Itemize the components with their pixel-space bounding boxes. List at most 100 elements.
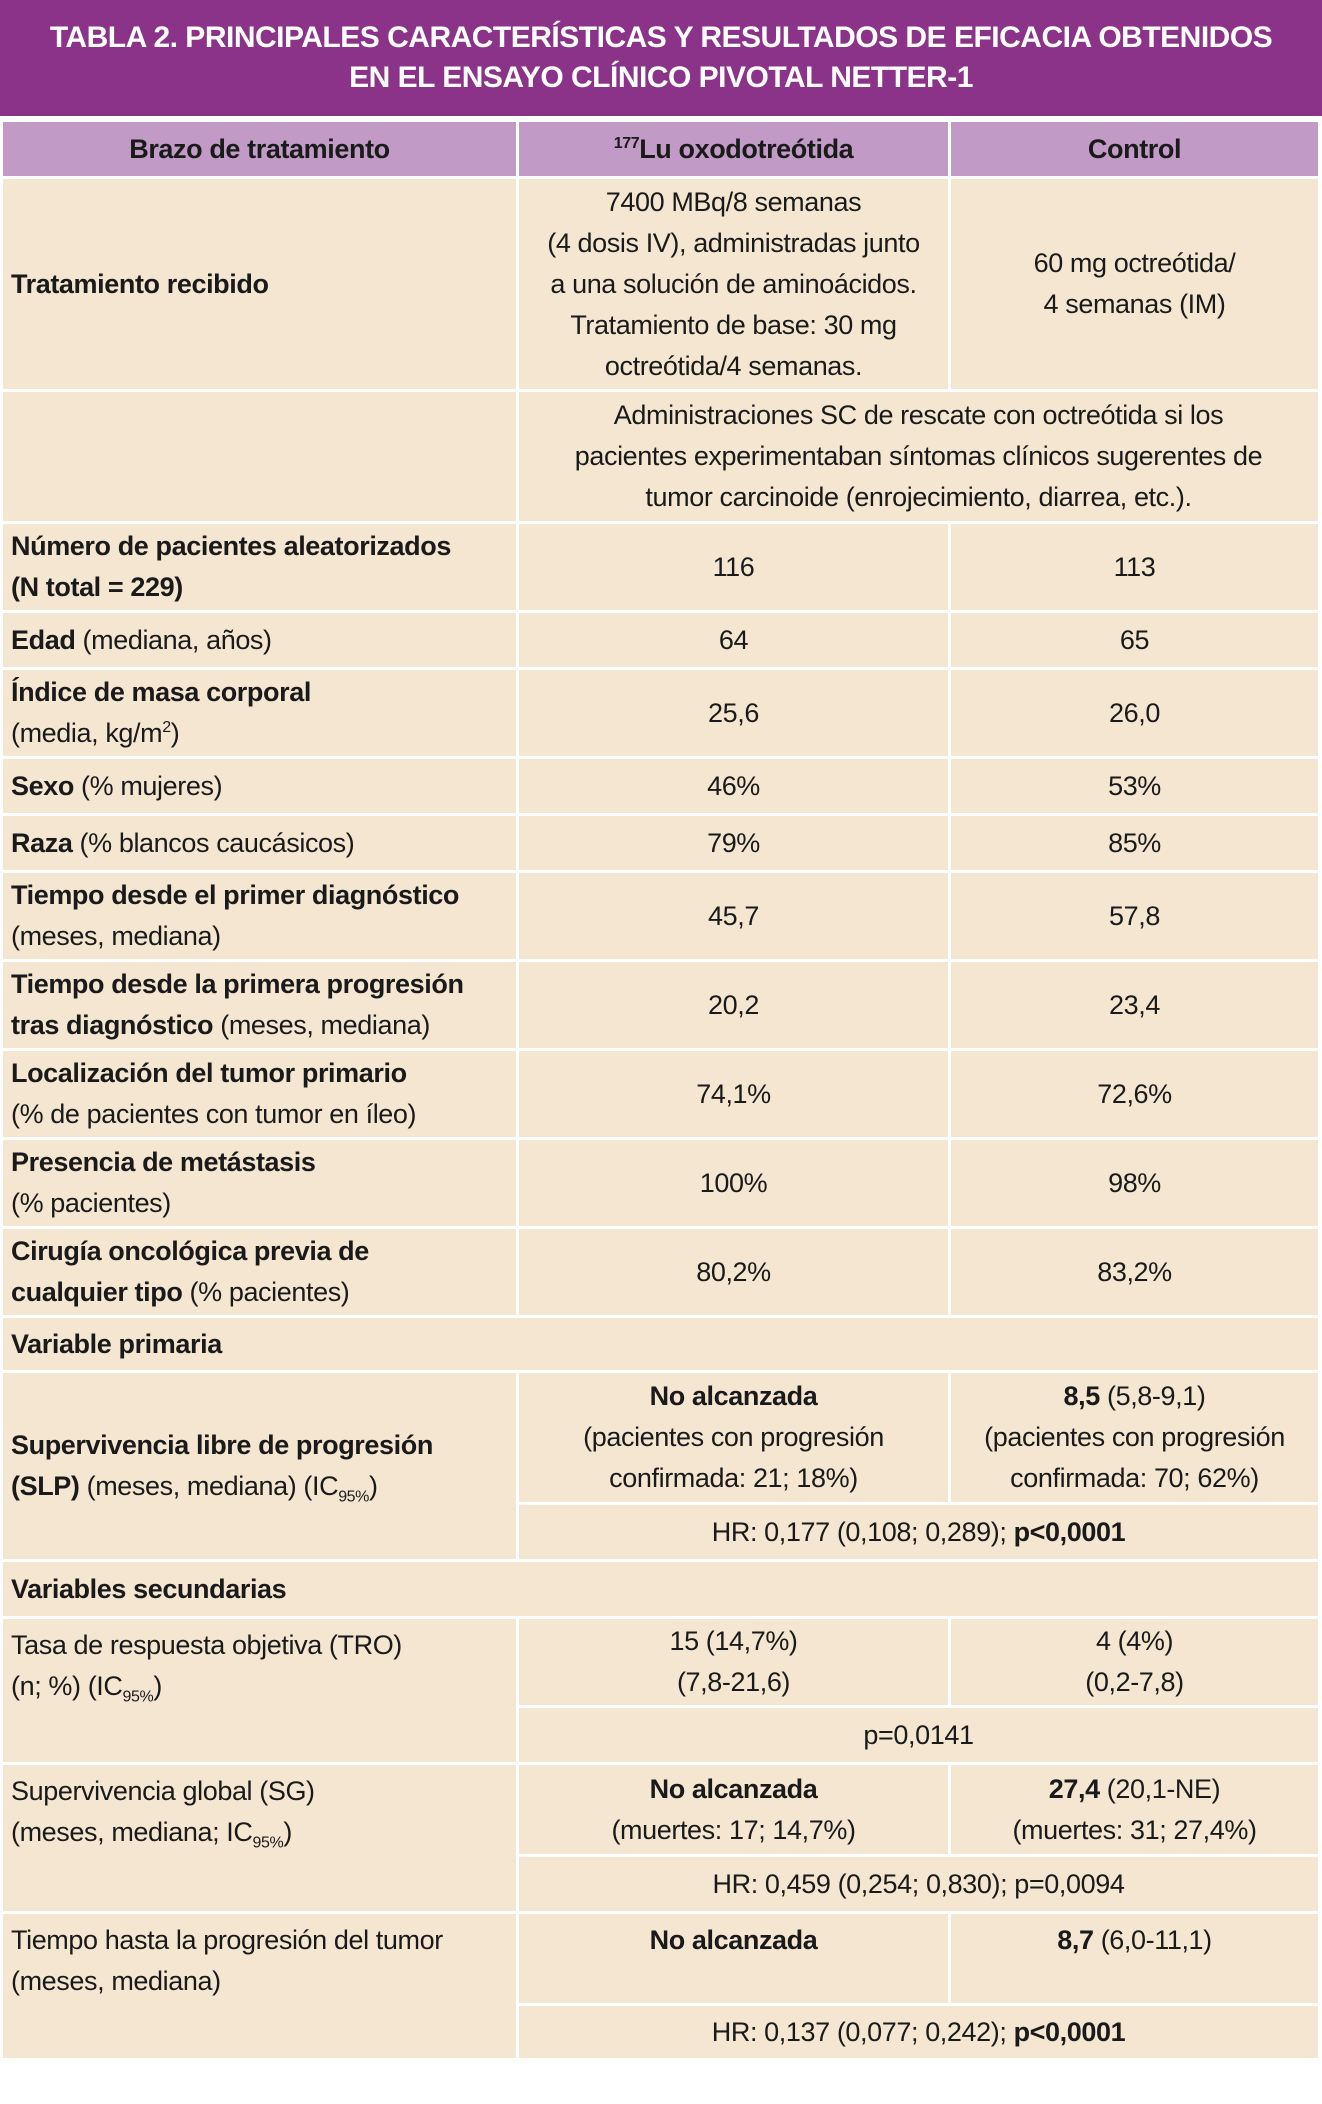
cell-text: Localización del tumor primario — [11, 1058, 407, 1088]
merged-value: p=0,0141 — [516, 1705, 1321, 1765]
cell-text: Tiempo hasta la progresión del tumor (me… — [11, 1925, 443, 1996]
cell-text: Lu oxodotreótida — [639, 133, 854, 164]
cell-text: 98% — [1108, 1167, 1161, 1198]
cell-text: 60 mg octreótida/ 4 semanas (IM) — [1033, 248, 1236, 319]
table-row: Localización del tumor primario (% de pa… — [0, 1048, 1321, 1140]
section-label: Variable primaria — [0, 1315, 1321, 1373]
control-value: 27,4 (20,1-NE) (muertes: 31; 27,4%) — [948, 1762, 1321, 1857]
table-row: Supervivencia global (SG) (meses, median… — [0, 1762, 1321, 1914]
cell-text: 23,4 — [1109, 989, 1160, 1020]
cell-text: (muertes: 17; 14,7%) — [611, 1814, 856, 1845]
lutetium-value: 46% — [516, 756, 951, 816]
cell-text: 95% — [252, 1834, 284, 1852]
cell-text: (pacientes con progresión confirmada: 21… — [583, 1422, 884, 1493]
control-value: 26,0 — [948, 667, 1321, 759]
cell-text: ) — [283, 1817, 292, 1847]
cell-text: ) — [153, 1671, 162, 1701]
control-value: 8,7 (6,0-11,1) — [948, 1911, 1321, 2006]
cell-text: 53% — [1108, 770, 1161, 801]
table-title: TABLA 2. PRINCIPALES CARACTERÍSTICAS Y R… — [0, 0, 1322, 116]
row-label: Presencia de metástasis (% pacientes) — [0, 1137, 519, 1229]
cell-text: (meses, mediana) — [11, 921, 221, 951]
header-row: Brazo de tratamiento 177Lu oxodotreótida C… — [0, 119, 1321, 179]
cell-text: 113 — [1113, 551, 1156, 582]
row-label: Tiempo hasta la progresión del tumor (me… — [0, 1911, 519, 2061]
cell-text: Número de pacientes aleatorizados (N tot… — [11, 531, 451, 602]
cell-text: 20,2 — [708, 989, 759, 1020]
table-row: Sexo (% mujeres) 46% 53% — [0, 756, 1321, 816]
cell-text: (% blancos caucásicos) — [72, 827, 355, 858]
control-value: 65 — [948, 610, 1321, 670]
cell-text: 15 (14,7%) (7,8-21,6) — [669, 1626, 798, 1697]
row-label: Sexo (% mujeres) — [0, 756, 519, 816]
cell-text: Raza — [11, 827, 73, 858]
table-row: Variables secundarias — [0, 1559, 1321, 1619]
table-row: Índice de masa corporal (media, kg/m2) 25… — [0, 667, 1321, 759]
control-value: 4 (4%) (0,2-7,8) — [948, 1616, 1321, 1708]
table-row: p=0,0141 — [2, 1705, 1321, 1765]
cell-text: 8,5 — [1063, 1381, 1101, 1411]
table-row: Administraciones SC de rescate con octre… — [0, 389, 1321, 524]
header-control: Control — [948, 119, 1321, 179]
table-row: Tasa de respuesta objetiva (TRO) (n; %) … — [0, 1616, 1321, 1765]
cell-text: Variables secundarias — [11, 1573, 287, 1604]
table-row: Presencia de metástasis (% pacientes) 100… — [0, 1137, 1321, 1229]
cell-text: Supervivencia global (SG) (meses, median… — [11, 1776, 315, 1847]
lutetium-value: 45,7 — [516, 870, 951, 962]
row-label: Número de pacientes aleatorizados (N tot… — [0, 521, 519, 613]
row-label: Cirugía oncológica previa de cualquier t… — [0, 1226, 519, 1318]
cell-text: ) — [369, 1471, 378, 1501]
row-label: Tasa de respuesta objetiva (TRO) (n; %) … — [0, 1616, 519, 1765]
cell-text: Cirugía oncológica previa de cualquier t… — [11, 1236, 369, 1307]
cell-text: Edad — [11, 624, 76, 655]
lutetium-value: 7400 MBq/8 semanas (4 dosis IV), adminis… — [516, 176, 951, 392]
table-row: Variable primaria — [0, 1315, 1321, 1373]
cell-text: Supervivencia libre de progresión (SLP) — [11, 1430, 433, 1501]
cell-text: p<0,0001 — [1013, 2016, 1126, 2047]
cell-text: Brazo de tratamiento — [129, 133, 390, 164]
control-value: 60 mg octreótida/ 4 semanas (IM) — [948, 176, 1321, 392]
cell-text: (20,1-NE) (muertes: 31; 27,4%) — [1012, 1773, 1257, 1845]
cell-text: (media, kg/m — [11, 718, 163, 748]
row-label: Supervivencia libre de progresión (SLP) … — [0, 1370, 519, 1562]
cell-text: (% pacientes) — [182, 1277, 350, 1307]
cell-text: HR: 0,459 (0,254; 0,830); p=0,0094 — [712, 1868, 1125, 1899]
table-row: Tiempo desde la primera progresión tras … — [0, 959, 1321, 1051]
cell-text: 95% — [338, 1488, 370, 1506]
cell-text: No alcanzada — [649, 1773, 818, 1804]
netter-1-table: Brazo de tratamiento 177Lu oxodotreótida C… — [0, 119, 1321, 2061]
cell-text: (% mujeres) — [73, 770, 223, 801]
cell-text: (mediana, años) — [75, 624, 273, 655]
cell-text: (% de pacientes con tumor en íleo) — [11, 1099, 417, 1129]
cell-text: 2 — [162, 719, 171, 736]
row-label: Supervivencia global (SG) (meses, median… — [0, 1762, 519, 1914]
cell-text: 45,7 — [708, 900, 759, 931]
cell-text: (5,8-9,1) (pacientes con progresión conf… — [984, 1381, 1285, 1493]
cell-text: Tiempo desde la primera progresión tras … — [11, 969, 464, 1040]
cell-text: 64 — [718, 624, 749, 655]
cell-text: 26,0 — [1109, 697, 1160, 728]
control-value: 72,6% — [948, 1048, 1321, 1140]
cell-text: 25,6 — [708, 697, 759, 728]
cell-text: 95% — [122, 1688, 154, 1706]
merged-value: HR: 0,177 (0,108; 0,289); p<0,0001 — [516, 1502, 1321, 1562]
table-row: Tiempo hasta la progresión del tumor (me… — [0, 1911, 1321, 2061]
cell-text: Variable primaria — [11, 1328, 222, 1359]
control-value: 53% — [948, 756, 1321, 816]
cell-text: (meses, mediana) — [213, 1010, 430, 1040]
cell-text: 72,6% — [1097, 1078, 1172, 1109]
cell-text: 27,4 — [1048, 1773, 1100, 1804]
cell-text: 4 (4%) (0,2-7,8) — [1085, 1626, 1184, 1697]
cell-text: Control — [1087, 133, 1182, 164]
header-arm: Brazo de tratamiento — [0, 119, 519, 179]
cell-text: 8,7 — [1057, 1925, 1094, 1955]
cell-text: 85% — [1108, 827, 1161, 858]
control-value: 98% — [948, 1137, 1321, 1229]
table-row: Cirugía oncológica previa de cualquier t… — [0, 1226, 1321, 1318]
lutetium-value: 100% — [516, 1137, 951, 1229]
cell-text: No alcanzada — [649, 1925, 818, 1955]
row-label: Tiempo desde el primer diagnóstico (mese… — [0, 870, 519, 962]
table-row: HR: 0,137 (0,077; 0,242); p<0,0001 — [2, 2003, 1321, 2061]
cell-text: p<0,0001 — [1013, 1516, 1126, 1547]
cell-text: p=0,0141 — [863, 1719, 974, 1750]
